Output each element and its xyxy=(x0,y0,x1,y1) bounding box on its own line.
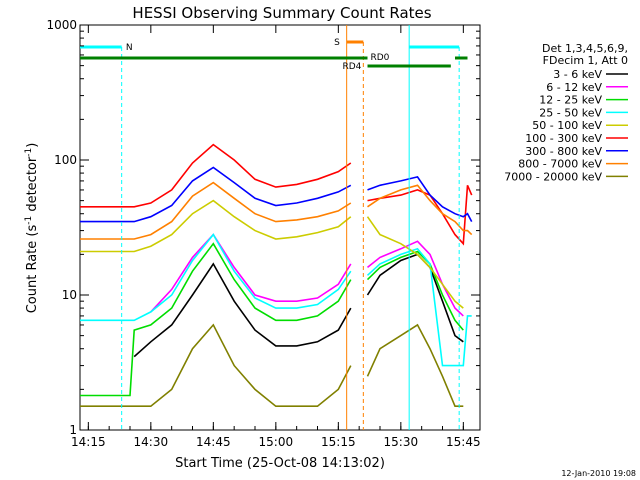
y-axis-title-exp2: -1 xyxy=(24,148,34,157)
series-line-3 xyxy=(80,242,352,397)
legend: Det 1,3,4,5,6,9, FDecim 1, Att 0 3 - 6 k… xyxy=(504,42,628,183)
attenuator-label: S xyxy=(334,38,340,48)
series-line-4 xyxy=(366,247,472,367)
legend-label-5: 50 - 100 keV xyxy=(532,119,602,132)
series-layer xyxy=(80,143,473,408)
legend-label-2: 6 - 12 keV xyxy=(546,81,602,94)
legend-label-6: 100 - 300 keV xyxy=(525,132,602,145)
legend-label-8: 800 - 7000 keV xyxy=(518,158,602,171)
legend-label-1: 3 - 6 keV xyxy=(553,68,602,81)
series-line-7 xyxy=(80,166,352,223)
saa-label: N xyxy=(126,43,133,53)
series-line-8 xyxy=(80,181,352,240)
y-axis-title-exp1: -1 xyxy=(24,216,34,225)
series-line-5 xyxy=(366,216,464,309)
series-line-2 xyxy=(150,233,352,313)
y-axis-title-end: ) xyxy=(25,143,40,148)
series-line-3 xyxy=(366,250,464,331)
series-line-9 xyxy=(80,323,352,408)
legend-header-line-1: Det 1,3,4,5,6,9, xyxy=(542,42,628,55)
annotation-layer: N S RD0 RD4 xyxy=(80,25,468,430)
series-line-1 xyxy=(133,262,352,358)
rd0-label: RD0 xyxy=(371,53,390,63)
x-tick-label: 14:30 xyxy=(134,435,169,449)
legend-header-line-2: FDecim 1, Att 0 xyxy=(543,54,628,67)
y-axis-title-start: Count Rate (s xyxy=(25,225,40,314)
x-tick-label: 14:45 xyxy=(196,435,231,449)
y-axis: 1 10 100 1000 xyxy=(46,18,480,437)
x-tick-label: 15:00 xyxy=(259,435,294,449)
legend-label-7: 300 - 800 keV xyxy=(525,145,602,158)
x-axis: 14:15 14:30 14:45 15:00 15:15 15:30 15:45 xyxy=(71,25,481,449)
plot-frame xyxy=(79,24,481,431)
rd4-label: RD4 xyxy=(343,62,362,72)
series-line-6 xyxy=(80,143,352,208)
x-tick-label: 14:15 xyxy=(71,435,106,449)
footer-timestamp: 12-Jan-2010 19:08 xyxy=(561,469,636,478)
series-line-4 xyxy=(80,233,352,322)
series-line-2 xyxy=(367,240,464,317)
x-tick-label: 15:45 xyxy=(446,435,481,449)
y-tick-label: 1 xyxy=(69,423,77,437)
x-tick-label: 15:30 xyxy=(384,435,419,449)
legend-label-4: 25 - 50 keV xyxy=(539,106,602,119)
legend-label-9: 7000 - 20000 keV xyxy=(504,170,602,183)
x-tick-label: 15:15 xyxy=(321,435,356,449)
legend-label-3: 12 - 25 keV xyxy=(539,94,602,107)
series-line-9 xyxy=(366,323,464,408)
series-line-7 xyxy=(367,175,473,222)
series-line-5 xyxy=(80,199,352,253)
x-axis-title: Start Time (25-Oct-08 14:13:02) xyxy=(175,456,385,471)
series-line-8 xyxy=(367,184,473,236)
y-axis-title-mid: detector xyxy=(25,156,40,216)
y-axis-title: Count Rate (s-1 detector-1) xyxy=(24,143,40,314)
chart-title: HESSI Observing Summary Count Rates xyxy=(132,4,431,22)
y-tick-label: 1000 xyxy=(46,18,77,32)
y-tick-label: 10 xyxy=(62,288,77,302)
y-tick-label: 100 xyxy=(54,153,77,167)
